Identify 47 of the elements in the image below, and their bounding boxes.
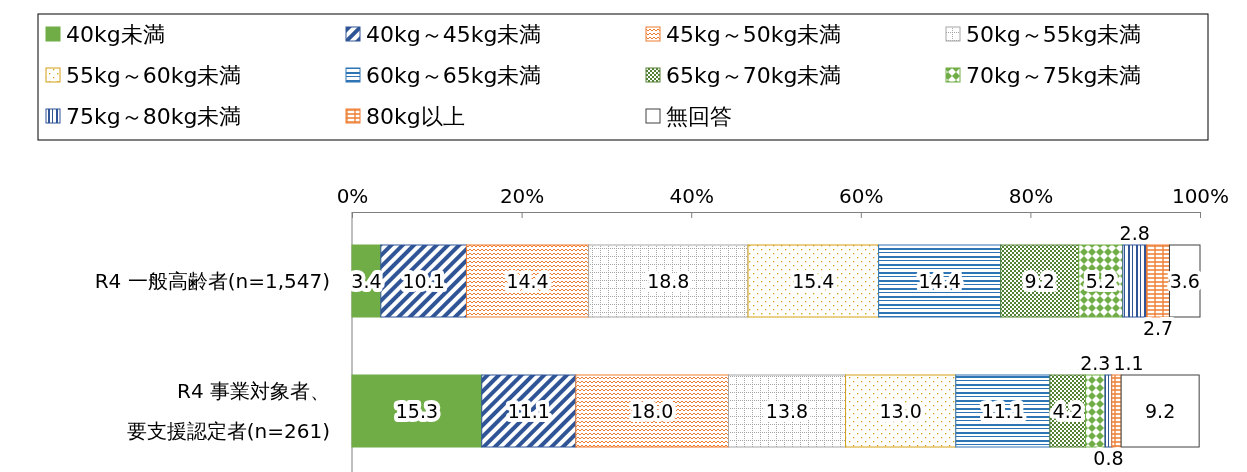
legend-label: 70kg～75kg未満 — [966, 62, 1142, 88]
data-label: 2.7 — [1142, 316, 1174, 339]
data-label: 4.2 — [1052, 399, 1083, 422]
bar — [1122, 244, 1148, 318]
data-label: 2.8 — [1119, 221, 1150, 244]
bar — [747, 244, 880, 318]
data-label: 3.6 — [1169, 269, 1200, 292]
data-label: 18.8 — [647, 269, 690, 292]
bar — [588, 244, 749, 318]
data-label: 9.2 — [1024, 269, 1055, 292]
data-label: 2.3 — [1080, 351, 1111, 374]
legend-label: 45kg～50kg未満 — [666, 21, 842, 47]
data-label: 1.1 — [1113, 351, 1144, 374]
legend-label: 75kg～80kg未満 — [66, 103, 242, 129]
data-label: 15.4 — [792, 269, 835, 292]
bar — [351, 374, 483, 448]
bar — [1085, 374, 1106, 448]
x-tick-label: 20% — [499, 184, 545, 208]
legend-label: 40kg未満 — [66, 21, 165, 47]
bar — [1146, 244, 1170, 318]
bar — [1120, 374, 1200, 448]
data-label: 11.1 — [507, 399, 550, 422]
y-tick-label: R4 事業対象者、要支援認定者(n=261) — [126, 379, 330, 444]
x-tick-label: 40% — [669, 184, 714, 208]
data-label: 15.3 — [395, 399, 439, 422]
data-label: 5.2 — [1085, 269, 1116, 292]
legend-label: 50kg～55kg未満 — [966, 21, 1142, 47]
data-label: 0.8 — [1093, 446, 1124, 469]
x-tick-label: 80% — [1008, 184, 1054, 208]
data-label: 13.0 — [879, 399, 922, 422]
x-tick-label: 60% — [839, 184, 884, 208]
legend-label: 55kg～60kg未満 — [66, 62, 242, 88]
legend-label: 65kg～70kg未満 — [666, 62, 842, 88]
legend-label: 80kg以上 — [366, 103, 465, 129]
legend-label: 40kg～45kg未満 — [366, 21, 542, 47]
bar — [878, 244, 1002, 318]
bar — [465, 244, 590, 318]
x-tick-label: 100% — [1171, 184, 1230, 208]
data-label: 13.8 — [765, 399, 809, 422]
bar — [1104, 374, 1113, 448]
data-label: 3.4 — [351, 269, 382, 292]
y-tick-label: R4 一般高齢者(n=1,547) — [94, 269, 330, 294]
legend-label: 60kg～65kg未満 — [366, 62, 542, 88]
bar — [575, 374, 730, 448]
x-tick-label: 0% — [336, 184, 369, 208]
data-label: 9.2 — [1145, 399, 1176, 422]
legend-label: 無回答 — [666, 103, 732, 129]
